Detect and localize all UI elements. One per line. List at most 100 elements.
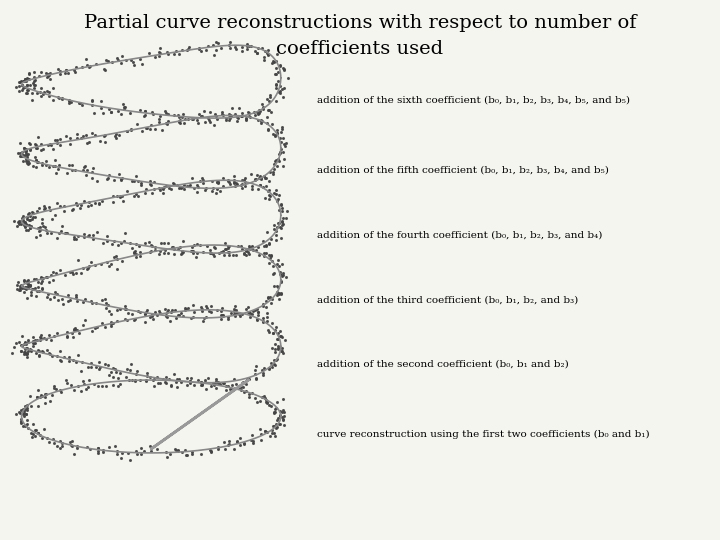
Point [269,188,280,197]
Point [273,191,284,199]
Point [28,275,40,284]
Point [261,49,273,57]
Point [270,64,282,73]
Point [269,408,281,416]
Point [17,152,29,160]
Point [32,277,44,286]
Point [225,180,236,188]
Point [216,303,228,312]
Point [224,38,235,46]
Point [228,176,240,185]
Point [178,185,189,193]
Point [237,379,248,388]
Point [226,104,238,112]
Point [172,311,184,320]
Point [269,404,280,413]
Point [240,114,252,123]
Point [45,75,56,83]
Point [49,288,60,296]
Point [264,253,276,262]
Point [233,242,244,251]
Point [122,308,133,317]
Point [39,390,50,399]
Point [143,49,155,57]
Point [259,394,271,402]
Point [52,329,63,338]
Point [278,147,289,156]
Point [196,379,207,388]
Point [162,248,174,257]
Point [173,117,184,126]
Point [24,145,36,153]
Point [165,308,176,317]
Point [267,329,279,338]
Point [165,382,176,390]
Point [189,308,200,317]
Point [274,288,285,297]
Point [66,206,78,214]
Point [39,334,50,342]
Point [14,86,25,95]
Point [276,217,288,225]
Point [14,78,26,86]
Point [271,398,282,407]
Point [35,225,46,234]
Point [45,336,56,345]
Point [203,116,215,125]
Point [242,308,253,316]
Point [240,305,251,313]
Point [194,240,206,249]
Point [204,446,216,455]
Point [43,87,55,96]
Point [205,302,217,310]
Point [46,390,58,399]
Point [220,114,232,123]
Point [27,213,39,221]
Point [212,306,223,314]
Point [170,46,181,55]
Point [269,360,280,369]
Point [276,218,287,226]
Point [15,281,27,289]
Point [245,170,256,179]
Point [53,94,65,103]
Point [258,249,269,258]
Point [92,444,104,453]
Point [33,347,45,355]
Point [160,109,171,118]
Point [30,141,41,150]
Point [235,180,247,189]
Point [256,430,267,438]
Point [55,388,66,397]
Point [222,244,233,253]
Point [28,77,40,85]
Point [187,114,199,123]
Point [78,380,89,389]
Point [14,139,26,147]
Point [272,68,284,76]
Point [212,444,223,453]
Point [276,207,288,215]
Point [274,327,286,335]
Point [270,57,282,66]
Point [76,357,88,366]
Point [130,253,142,261]
Point [217,174,229,183]
Point [130,250,141,259]
Point [202,42,213,50]
Point [30,426,41,435]
Point [200,45,212,54]
Point [20,157,32,166]
Point [238,438,249,447]
Point [56,94,68,103]
Point [25,429,37,437]
Point [130,239,141,248]
Point [32,386,43,394]
Point [91,59,102,68]
Point [130,172,142,180]
Point [47,145,58,153]
Point [261,308,272,317]
Point [263,294,274,303]
Point [156,184,168,192]
Point [25,291,37,300]
